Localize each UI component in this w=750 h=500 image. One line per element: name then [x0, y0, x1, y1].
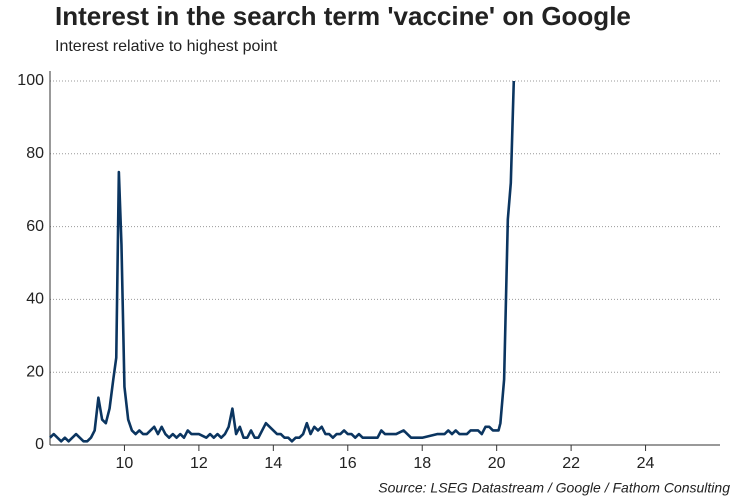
source: Source: LSEG Datastream / Google / Fatho…: [378, 480, 730, 496]
x-tick-label: 12: [190, 455, 208, 472]
y-tick-label: 40: [26, 291, 44, 308]
line: [49, 80, 516, 443]
y-tick-label: 60: [26, 218, 44, 235]
chart-subtitle: Interest relative to highest point: [55, 38, 278, 55]
x-tick-label: 18: [413, 455, 431, 472]
y-tick-label: 20: [26, 363, 44, 380]
x-tick-label: 16: [339, 455, 357, 472]
y-tick-label: 100: [17, 72, 44, 89]
x-tick-label: 10: [116, 455, 134, 472]
x-tick-label: 20: [488, 455, 506, 472]
x-tick-label: 24: [637, 455, 655, 472]
x-tick-label: 14: [264, 455, 282, 472]
chart-title: Interest in the search term 'vaccine' on…: [55, 1, 631, 31]
y-tick-label: 0: [35, 436, 44, 453]
x-tick-label: 22: [562, 455, 580, 472]
y-tick-label: 80: [26, 145, 44, 162]
